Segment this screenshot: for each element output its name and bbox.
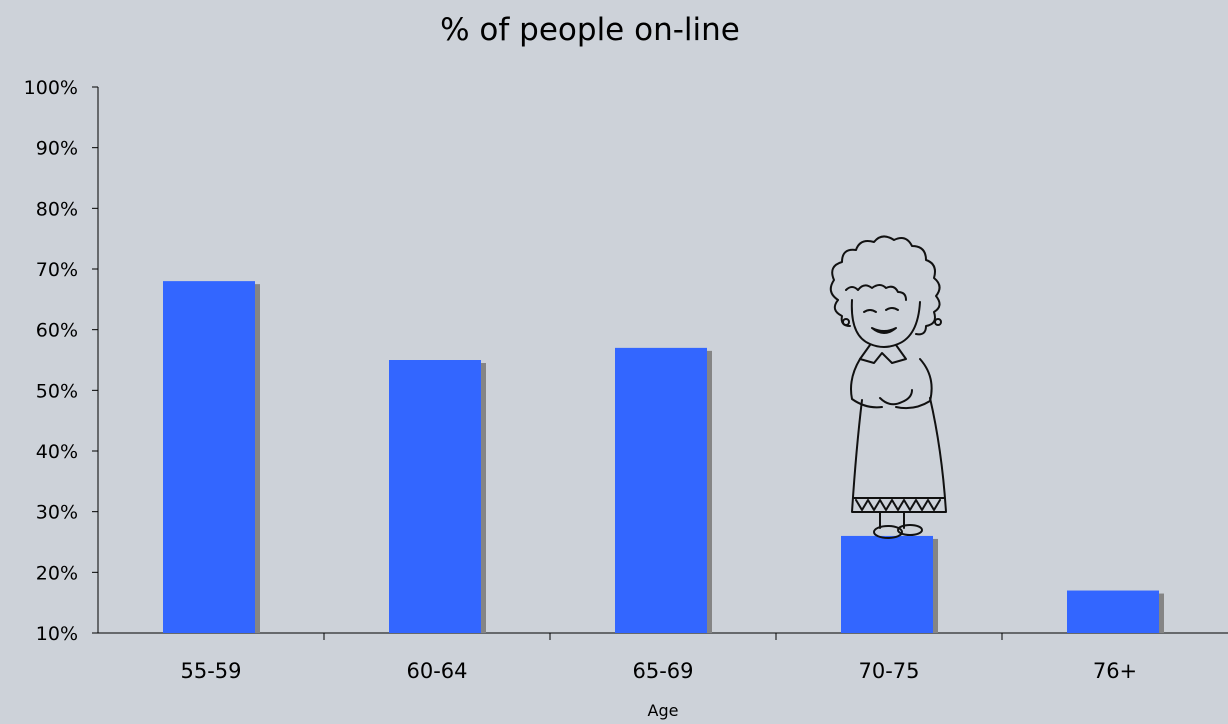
bar <box>389 360 481 633</box>
bar <box>163 281 255 633</box>
x-axis-label: Age <box>648 701 679 720</box>
x-tick-label: 76+ <box>1093 659 1137 683</box>
y-tick-label: 70% <box>36 259 78 281</box>
y-tick-label: 60% <box>36 320 78 342</box>
y-tick-label: 80% <box>36 198 78 220</box>
bar <box>615 347 707 633</box>
x-tick-label: 55-59 <box>180 659 241 683</box>
category-labels: 55-59 60-64 65-69 70-75 76+ <box>180 659 1137 683</box>
bar-series <box>163 281 1164 633</box>
y-tick-label: 10% <box>36 623 78 645</box>
x-tick-label: 70-75 <box>858 659 919 683</box>
y-tick-label: 100% <box>24 77 78 99</box>
y-tick-label: 90% <box>36 138 78 160</box>
x-tick-label: 65-69 <box>632 659 693 683</box>
y-axis: 10% 20% 30% 40% 50% 60% 70% 80% 90% 100% <box>24 77 99 645</box>
bar <box>1067 590 1159 633</box>
x-axis <box>98 632 1228 640</box>
y-tick-label: 20% <box>36 562 78 584</box>
chart-title: % of people on-line <box>440 12 740 48</box>
bar <box>841 535 933 633</box>
y-tick-label: 40% <box>36 441 78 463</box>
grandmother-illustration-icon <box>829 235 947 539</box>
x-tick-label: 60-64 <box>406 659 467 683</box>
y-tick-label: 30% <box>36 502 78 524</box>
y-tick-label: 50% <box>36 380 78 402</box>
